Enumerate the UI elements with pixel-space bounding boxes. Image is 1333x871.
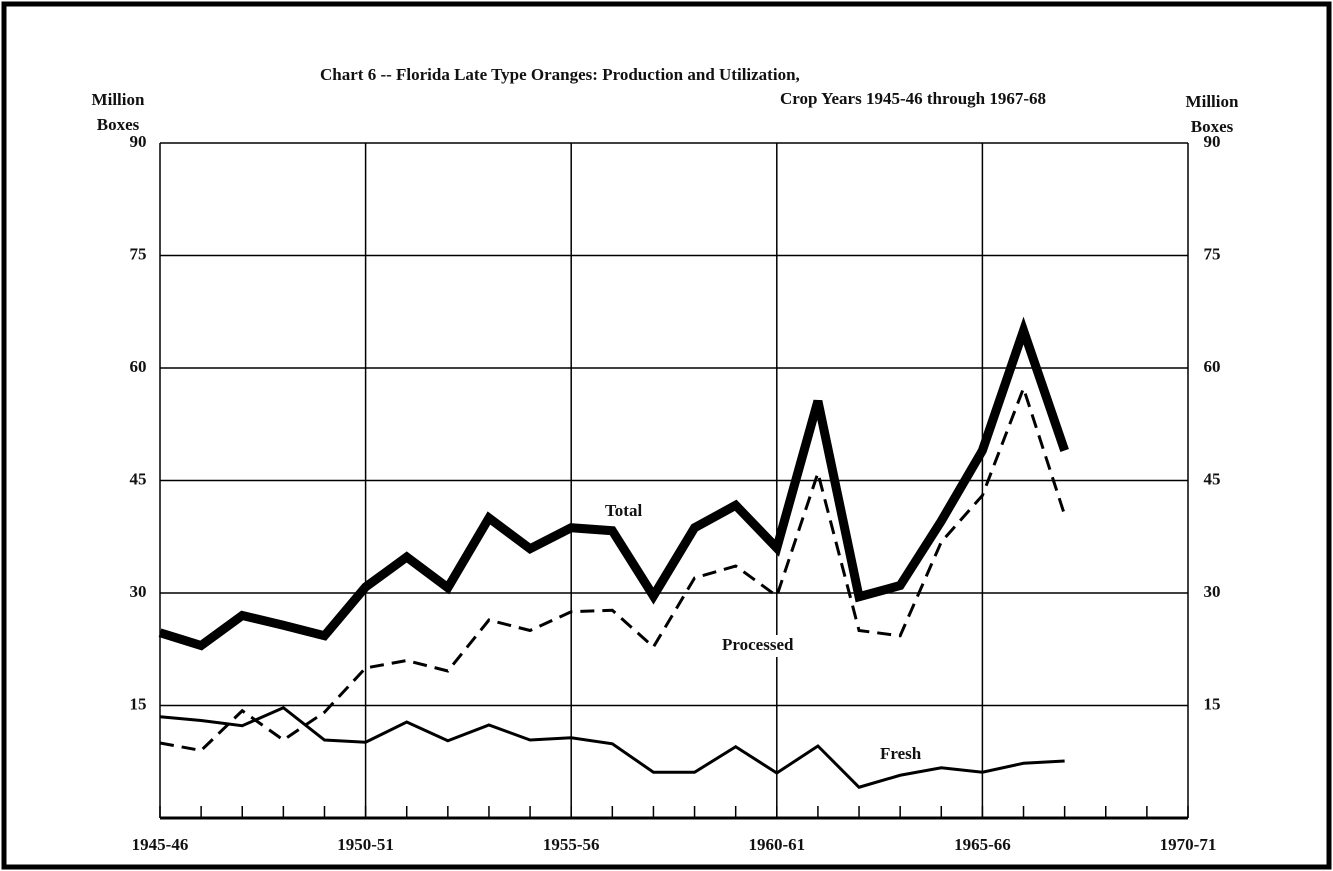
y-label: Million <box>92 90 145 109</box>
x-tick-label: 1960-61 <box>748 835 805 854</box>
y-tick-label: 15 <box>130 694 147 713</box>
series-label: Total <box>605 501 642 520</box>
x-tick-label: 1970-71 <box>1160 835 1217 854</box>
y2-tick-label: 75 <box>1204 244 1221 263</box>
series-line <box>159 383 1067 753</box>
label-bg <box>876 744 934 766</box>
chart-subtitle: Crop Years 1945-46 through 1967-68 <box>780 89 1046 108</box>
x-tick-label: 1950-51 <box>337 835 394 854</box>
series-label: Fresh <box>880 744 922 763</box>
chart-title: Chart 6 -- Florida Late Type Oranges: Pr… <box>320 65 800 84</box>
y-tick-label: 75 <box>130 244 147 263</box>
y2-tick-label: 90 <box>1204 132 1221 151</box>
y-tick-label: 30 <box>130 582 147 601</box>
y-tick-label: 60 <box>130 357 147 376</box>
x-tick-label: 1955-56 <box>543 835 600 854</box>
label-bg <box>601 501 659 523</box>
y-label: Boxes <box>97 115 140 134</box>
y-tick-label: 90 <box>130 132 147 151</box>
series-line <box>158 316 1069 651</box>
y2-tick-label: 30 <box>1204 582 1221 601</box>
y2-label: Boxes <box>1191 117 1234 136</box>
series-label: Processed <box>722 635 794 654</box>
y2-tick-label: 45 <box>1204 469 1221 488</box>
x-tick-label: 1945-46 <box>132 835 189 854</box>
series-line <box>159 706 1065 789</box>
y2-tick-label: 60 <box>1204 357 1221 376</box>
label-bg <box>718 635 816 657</box>
x-tick-label: 1965-66 <box>954 835 1011 854</box>
y-tick-label: 45 <box>130 469 147 488</box>
y2-label: Million <box>1186 92 1239 111</box>
y2-tick-label: 15 <box>1204 694 1221 713</box>
